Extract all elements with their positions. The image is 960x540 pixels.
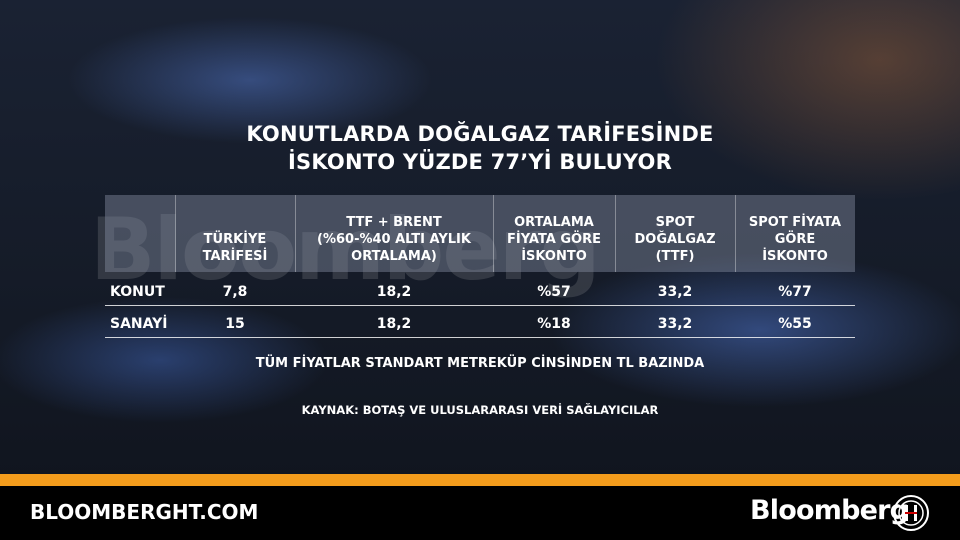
column-separator — [175, 195, 176, 272]
column-separator — [735, 195, 736, 272]
table-cell: %77 — [778, 284, 812, 300]
table-cell: 7,8 — [222, 284, 248, 300]
title-line: KONUTLARDA DOĞALGAZ TARİFESİNDE — [246, 122, 714, 146]
header-line: TARİFESİ — [202, 249, 268, 264]
table-cell: %57 — [537, 284, 571, 300]
table-header-background — [105, 195, 855, 272]
watermark: Bloomberg — [90, 200, 601, 300]
column-separator — [493, 195, 494, 272]
header-line: (TTF) — [655, 249, 695, 264]
column-separator — [295, 195, 296, 272]
footer-brand: Bloomberg — [750, 495, 909, 526]
title-line: İSKONTO YÜZDE 77’Yİ BULUYOR — [288, 150, 672, 174]
header-line: İSKONTO — [521, 249, 587, 264]
header-line: DOĞALGAZ — [634, 232, 716, 247]
table-cell: %55 — [778, 316, 812, 332]
table-cell: 33,2 — [657, 316, 693, 332]
column-header: ORTALAMA FİYATA GÖRE İSKONTO — [493, 195, 615, 265]
header-line: TTF + BRENT — [346, 215, 442, 230]
table-cell: 18,2 — [376, 316, 412, 332]
header-line: SPOT FİYATA — [748, 215, 842, 230]
column-header: TÜRKİYE TARİFESİ — [175, 195, 295, 265]
column-header: SPOT DOĞALGAZ (TTF) — [615, 195, 735, 265]
table-cell: 33,2 — [657, 284, 693, 300]
row-label: SANAYİ — [110, 316, 168, 332]
logo — [893, 495, 929, 531]
table-cell: %18 — [537, 316, 571, 332]
header-line: (%60-%40 ALTI AYLIK — [317, 232, 471, 247]
header-line: SPOT — [655, 215, 695, 230]
row-divider — [105, 337, 855, 338]
table-cell: 18,2 — [376, 284, 412, 300]
header-line: ORTALAMA — [514, 215, 594, 230]
footer-site: BLOOMBERGHT.COM — [30, 500, 259, 524]
row-divider — [105, 305, 855, 306]
row-label: KONUT — [110, 284, 165, 300]
source: KAYNAK: BOTAŞ VE ULUSLARARASI VERİ SAĞLA… — [301, 403, 659, 417]
column-separator — [615, 195, 616, 272]
header-line: TÜRKİYE — [203, 232, 267, 247]
header-line: FİYATA GÖRE — [507, 232, 601, 247]
header-line: GÖRE — [774, 232, 816, 247]
header-line: ORTALAMA) — [351, 249, 437, 264]
column-header: TTF + BRENT (%60-%40 ALTI AYLIK ORTALAMA) — [295, 195, 493, 265]
header-line: İSKONTO — [762, 249, 828, 264]
column-header: SPOT FİYATA GÖRE İSKONTO — [735, 195, 855, 265]
accent-strip — [0, 474, 960, 486]
footer-bar — [0, 486, 960, 540]
note: TÜM FİYATLAR STANDART METREKÜP CİNSİNDEN… — [255, 356, 705, 371]
table-cell: 15 — [225, 316, 245, 332]
